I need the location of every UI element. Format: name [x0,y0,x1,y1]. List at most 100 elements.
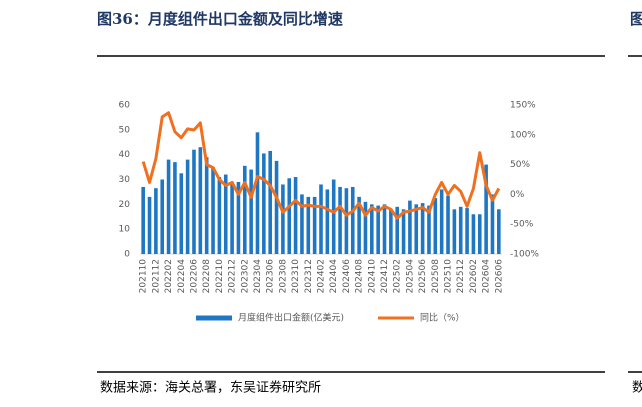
bar [204,157,209,254]
x-tick-label: 202308 [278,259,288,294]
bar [408,200,412,254]
bar [281,184,285,254]
x-tick-label: 202206 [189,259,199,294]
x-tick-label: 202412 [380,259,390,293]
bar [389,209,393,254]
x-tick-label: 202204 [177,259,187,294]
legend-label: 同比（%） [420,312,465,324]
bar [173,162,177,254]
source: 数据来源：海关总署，东吴证券研究所 [100,380,321,396]
bar [376,205,380,254]
x-tick-label: 202306 [266,259,276,294]
y-tick-label: 30 [119,175,131,185]
x-tick-label: 202502 [393,259,403,293]
bar [477,214,482,254]
x-tick-label: 202210 [215,259,225,294]
bar [293,177,298,254]
x-tick-label: 202402 [317,259,327,293]
x-tick-label: 202304 [253,259,263,294]
bar [160,179,165,254]
bar [357,196,361,254]
y-tick-label: 40 [119,150,131,160]
bar [490,194,495,254]
bar [331,179,336,254]
x-tick-label: 202504 [405,259,415,294]
y2-tick-label: -100% [510,250,539,260]
x-tick-label: 202602 [469,259,479,293]
bar [319,184,323,254]
bar [350,186,355,254]
bar [242,165,247,254]
y-tick-label: 60 [119,101,131,111]
bar [306,196,311,254]
x-tick-label: 202506 [418,259,428,294]
bar [154,188,158,254]
bar [395,206,400,254]
bar [230,181,234,254]
bar [262,153,266,254]
x-tick-label: 202512 [456,259,466,293]
bar [312,196,317,254]
bar [325,189,330,254]
bar [452,209,457,254]
bar [344,188,349,254]
bar [370,204,374,254]
bar [363,201,368,254]
bar [484,164,488,254]
legend-label: 月度组件出口金额(亿美元) [238,312,344,324]
chart-title: 图36：月度组件出口金额及同比增速 [97,10,343,28]
next-panel-source: 数 [632,381,642,396]
y2-tick-label: 150% [510,101,536,111]
x-tick-label: 202404 [329,259,339,294]
bar [255,132,260,254]
bar [223,174,228,254]
y2-tick-label: -50% [510,220,534,230]
bar [166,159,171,254]
bar [471,214,476,254]
bar [338,186,342,254]
bar [382,204,387,254]
x-tick-label: 202208 [202,259,212,294]
bar [446,195,450,254]
y2-tick-label: 100% [510,130,536,140]
x-tick-label: 202510 [444,259,454,294]
bar [217,177,222,254]
x-tick-label: 202112 [151,259,161,293]
bar [497,209,501,254]
bar [147,196,152,254]
legend-swatch [196,315,232,321]
x-tick-label: 202508 [431,259,441,294]
next-panel-title: 图 [630,10,642,28]
bar [198,147,203,254]
bar [249,169,253,254]
bar [211,167,215,254]
x-tick-label: 202312 [304,259,314,293]
bar [414,204,419,254]
bar [236,181,241,254]
y2-tick-label: 50% [510,160,530,170]
x-tick-label: 202202 [164,259,174,293]
x-tick-label: 202606 [494,259,504,294]
bar [274,160,279,254]
bar [427,205,431,254]
x-tick-label: 202410 [367,259,377,294]
bar [401,209,406,254]
bar [300,194,304,254]
x-tick-label: 202406 [342,259,352,294]
y-tick-label: 0 [124,250,130,260]
line [141,111,501,220]
bar [268,150,272,254]
x-tick-label: 202604 [482,259,492,294]
x-tick-label: 202310 [291,259,301,294]
bar [185,159,190,254]
y-tick-label: 10 [119,225,131,235]
bar [420,203,425,254]
x-tick-label: 202408 [355,259,365,294]
bar [179,173,184,254]
bar [433,198,438,254]
bar [287,178,292,254]
y-tick-label: 50 [119,125,131,135]
bar [439,189,444,254]
bar [192,149,196,254]
